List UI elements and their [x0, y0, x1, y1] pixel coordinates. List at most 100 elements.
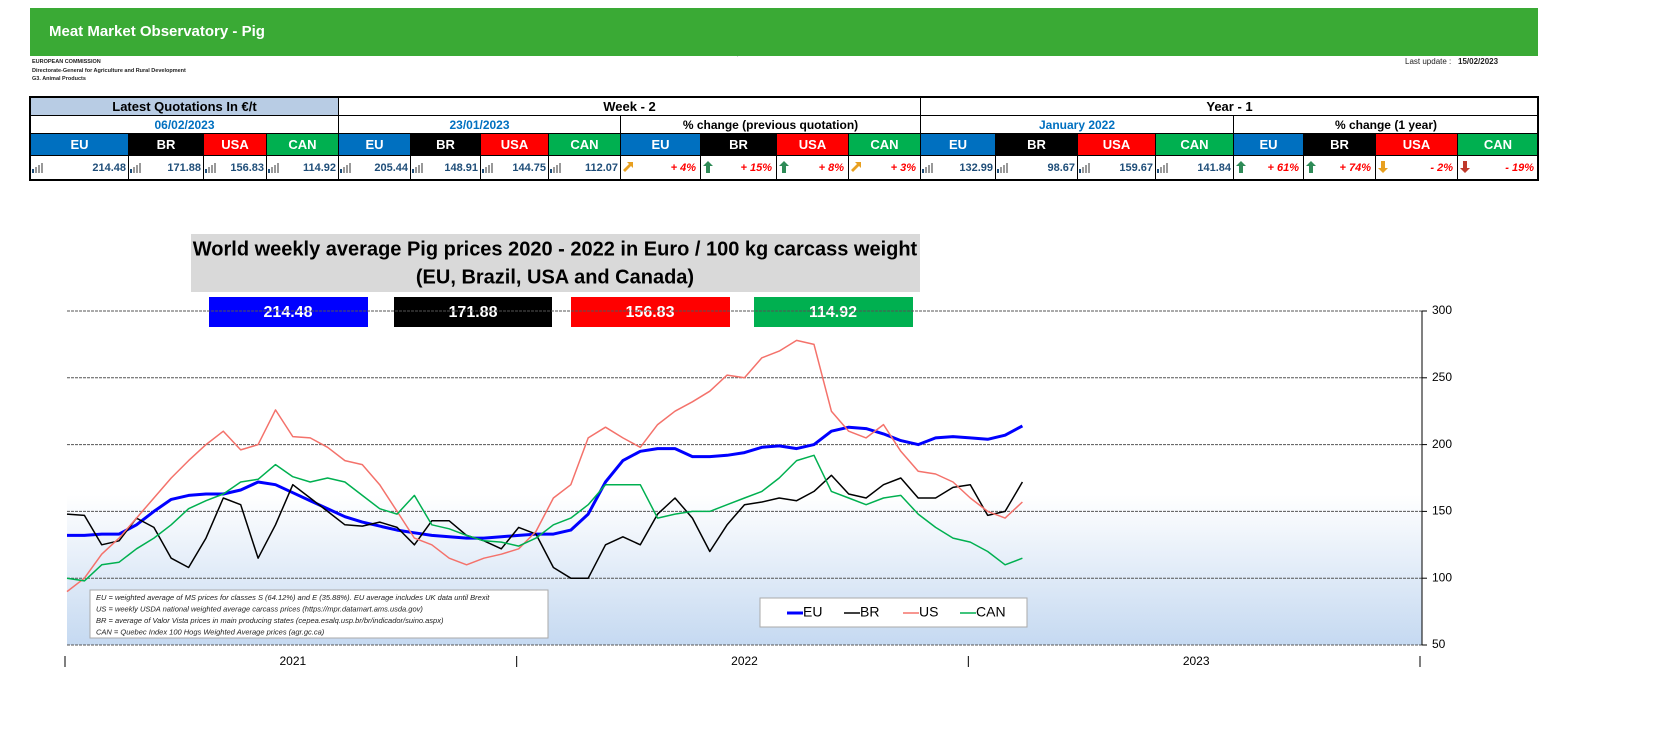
note: EU = weighted average of MS prices for c… [96, 593, 490, 602]
value-cell-text: 205.44 [374, 162, 408, 174]
date-header-text: % change (previous quotation) [682, 117, 859, 132]
date-header-text: 23/01/2023 [449, 117, 510, 132]
value-cell-text: + 3% [890, 162, 916, 174]
x-band-label: 2023 [1183, 654, 1210, 668]
note: US = weekly USDA national weighted avera… [96, 604, 423, 613]
y-tick-label: 250 [1432, 370, 1452, 384]
series-line [66, 454, 1023, 582]
legend-label: BR [860, 604, 879, 620]
value-box-label: 114.92 [809, 304, 857, 321]
icon [779, 161, 789, 173]
value-cell-text: 114.92 [302, 162, 336, 174]
y-tick-label: 50 [1432, 637, 1446, 651]
column-header: BR [995, 133, 1078, 156]
column-header-text: CAN [1483, 137, 1513, 152]
icon [32, 163, 43, 173]
column-header-text: USA [500, 137, 529, 152]
notes-box [89, 589, 549, 639]
value-box-label: 214.48 [264, 304, 313, 321]
group-header-text: Week - 2 [603, 99, 656, 114]
y-tick-label: 100 [1432, 570, 1452, 584]
icon [340, 163, 351, 173]
value-cell-text: - 2% [1430, 162, 1453, 174]
value-cell-text: 214.48 [92, 162, 126, 174]
y-tick-label: 300 [1432, 303, 1452, 317]
value-cell: 144.75 [480, 155, 549, 181]
column-header-text: EU [70, 137, 89, 152]
value-cell-text: 98.67 [1047, 162, 1075, 174]
icon [482, 163, 493, 173]
value-cell-text: 112.07 [584, 162, 618, 174]
icon [1236, 161, 1246, 173]
icon [1460, 161, 1470, 173]
column-header-text: USA [1102, 137, 1131, 152]
group-header-text: Latest Quotations In €/t [112, 99, 257, 114]
org-line: G3. Animal Products [32, 76, 86, 82]
series-line [66, 474, 1024, 579]
date-header-text: 06/02/2023 [154, 117, 215, 132]
value-box [209, 297, 368, 327]
last-update: 15/02/2023 [1458, 57, 1499, 66]
last-update-label: Last update : [1405, 57, 1452, 66]
date-header-text: % change (1 year) [1334, 117, 1438, 132]
icon [1157, 163, 1168, 173]
icon [623, 162, 633, 172]
value-cell-text: + 74% [1339, 162, 1372, 174]
page-title: Meat Market Observatory - Pig [49, 23, 265, 40]
column-header-text: CAN [288, 137, 317, 152]
icon [1079, 163, 1090, 173]
x-band-label: 2022 [731, 654, 758, 668]
y-tick-label: 150 [1432, 504, 1452, 518]
column-header-text: USA [221, 137, 249, 152]
x-band-label: 2021 [279, 654, 306, 668]
column-header: USA [1375, 133, 1458, 156]
value-cell-text: + 15% [740, 162, 773, 174]
date-header-text: January 2022 [1038, 117, 1116, 132]
plot-area [67, 311, 1422, 645]
value-cell-text: + 61% [1267, 162, 1300, 174]
legend-label: US [919, 604, 938, 620]
org-line: EUROPEAN COMMISSION [32, 59, 101, 65]
header-bar [30, 8, 1538, 56]
value-box [754, 297, 913, 327]
group-header-text: Year - 1 [1206, 99, 1253, 114]
icon [205, 163, 216, 173]
value-cell-text: 141.84 [1197, 162, 1231, 174]
legend-label: CAN [976, 604, 1006, 620]
icon [268, 163, 279, 173]
note: CAN = Quebec Index 100 Hogs Weighted Ave… [96, 627, 325, 636]
value-cell-text: + 8% [818, 162, 844, 174]
value-cell-text: 156.83 [230, 162, 264, 174]
column-header-text: USA [798, 137, 827, 152]
column-header-text: USA [1402, 137, 1431, 152]
value-cell-text: 144.75 [512, 162, 546, 174]
icon [550, 163, 561, 173]
note: BR = average of Valor Vista prices in ma… [96, 616, 444, 625]
icon [412, 163, 423, 173]
legend-label: EU [803, 604, 822, 620]
value-box-label: 156.83 [626, 304, 675, 321]
series-line [67, 424, 1024, 540]
column-header-text: BR [729, 137, 748, 152]
column-header-text: BR [436, 137, 455, 152]
column-header-text: CAN [870, 137, 899, 152]
icon [703, 161, 713, 173]
column-header-text: BR [156, 137, 176, 152]
column-header-text: EU [365, 137, 384, 152]
chart-title: World weekly average Pig prices 2020 - 2… [193, 238, 918, 260]
column-header: CAN [548, 133, 621, 156]
column-header: CAN [1155, 133, 1234, 156]
column-header-text: EU [1259, 137, 1278, 152]
value-cell-text: + 4% [670, 162, 696, 174]
column-header-text: BR [1027, 137, 1046, 152]
column-header-text: CAN [1180, 137, 1209, 152]
table-frame [29, 96, 1539, 181]
y-tick-label: 200 [1432, 437, 1452, 451]
column-header-text: BR [1330, 137, 1349, 152]
value-cell-text: 159.67 [1119, 162, 1153, 174]
chart-subtitle: (EU, Brazil, USA and Canada) [416, 266, 694, 288]
value-box [394, 297, 552, 327]
value-cell-text: 148.91 [444, 162, 478, 174]
